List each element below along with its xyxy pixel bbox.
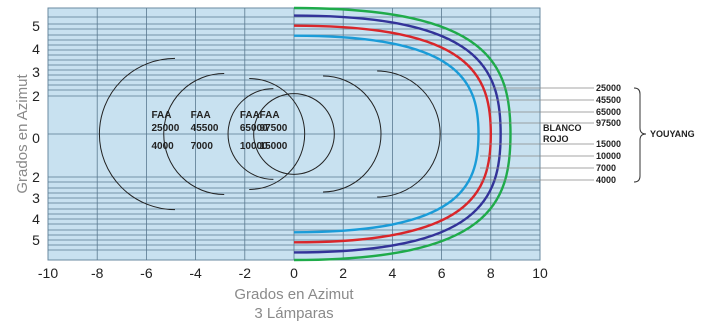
x-tick-label: 6 bbox=[438, 265, 446, 281]
side-intensity-label: 65000 bbox=[596, 107, 621, 117]
x-tick-label: 0 bbox=[290, 265, 298, 281]
side-intensity-label: 45500 bbox=[596, 95, 621, 105]
light-curve-series bbox=[293, 6, 512, 262]
y-tick-label: 4 bbox=[32, 41, 40, 57]
blanco-label: BLANCO bbox=[543, 123, 582, 133]
x-tick-label: -4 bbox=[189, 265, 202, 281]
side-range-label: 4000 bbox=[596, 175, 616, 185]
x-tick-label: 2 bbox=[339, 265, 347, 281]
y-tick-label: 5 bbox=[32, 18, 40, 34]
x-tick-label: -2 bbox=[239, 265, 252, 281]
side-intensity-label: 97500 bbox=[596, 118, 621, 128]
faa-circle-arc bbox=[249, 78, 306, 190]
y-tick-label: 3 bbox=[32, 190, 40, 206]
faa-circle-arc bbox=[163, 73, 225, 195]
brand-label: YOUYANG bbox=[650, 129, 695, 139]
side-range-label: 15000 bbox=[596, 139, 621, 149]
x-tick-labels: -10 -8 -6 -4 -2 0 2 4 6 8 10 bbox=[38, 265, 548, 281]
side-range-label: 7000 bbox=[596, 163, 616, 173]
light-curves bbox=[293, 6, 512, 262]
faa-circle bbox=[253, 93, 335, 175]
faa-range: 10000 bbox=[240, 141, 268, 152]
y-tick-label: 0 bbox=[32, 130, 40, 146]
faa-intensity: 97500 bbox=[260, 123, 288, 134]
rojo-label: ROJO bbox=[543, 134, 569, 144]
y-tick-label: 4 bbox=[32, 211, 40, 227]
x-tick-label: 4 bbox=[389, 265, 397, 281]
light-curve-series bbox=[293, 14, 502, 254]
faa-range: 7000 bbox=[191, 141, 214, 152]
x-axis-label: Grados en Azimut bbox=[234, 286, 354, 303]
x-tick-label: -6 bbox=[140, 265, 153, 281]
faa-circle-arc bbox=[323, 75, 382, 193]
x-axis-sublabel: 3 Lámparas bbox=[254, 305, 333, 322]
x-tick-label: 10 bbox=[532, 265, 548, 281]
faa-label: FAA bbox=[151, 110, 171, 121]
faa-label: FAA bbox=[240, 110, 260, 121]
y-tick-label: 3 bbox=[32, 64, 40, 80]
faa-range: 4000 bbox=[151, 141, 174, 152]
legend-brace bbox=[633, 87, 647, 183]
faa-circle-arc bbox=[377, 70, 441, 198]
y-tick-label: 2 bbox=[32, 169, 40, 185]
faa-circles: FAA250004000FAA455007000FAA6500010000FAA… bbox=[98, 57, 441, 211]
y-tick-labels: 5 4 3 2 0 2 3 4 5 bbox=[32, 18, 40, 248]
y-tick-label: 5 bbox=[32, 232, 40, 248]
faa-circle-arc bbox=[227, 88, 274, 180]
x-tick-label: -10 bbox=[38, 265, 58, 281]
faa-intensity: 25000 bbox=[151, 123, 179, 134]
grid bbox=[48, 8, 540, 260]
faa-label: FAA bbox=[191, 110, 211, 121]
side-range-label: 10000 bbox=[596, 151, 621, 161]
faa-range: 15000 bbox=[260, 141, 288, 152]
x-tick-label: 8 bbox=[487, 265, 495, 281]
faa-circle-arc bbox=[98, 57, 176, 211]
x-tick-label: -8 bbox=[91, 265, 104, 281]
light-curve-series bbox=[293, 34, 480, 234]
y-tick-label: 2 bbox=[32, 88, 40, 104]
y-axis-label: Grados en Azimut bbox=[14, 74, 31, 194]
faa-label: FAA bbox=[260, 110, 280, 121]
side-intensity-label: 25000 bbox=[596, 83, 621, 93]
light-curve-series bbox=[293, 24, 493, 244]
faa-intensity: 45500 bbox=[191, 123, 219, 134]
